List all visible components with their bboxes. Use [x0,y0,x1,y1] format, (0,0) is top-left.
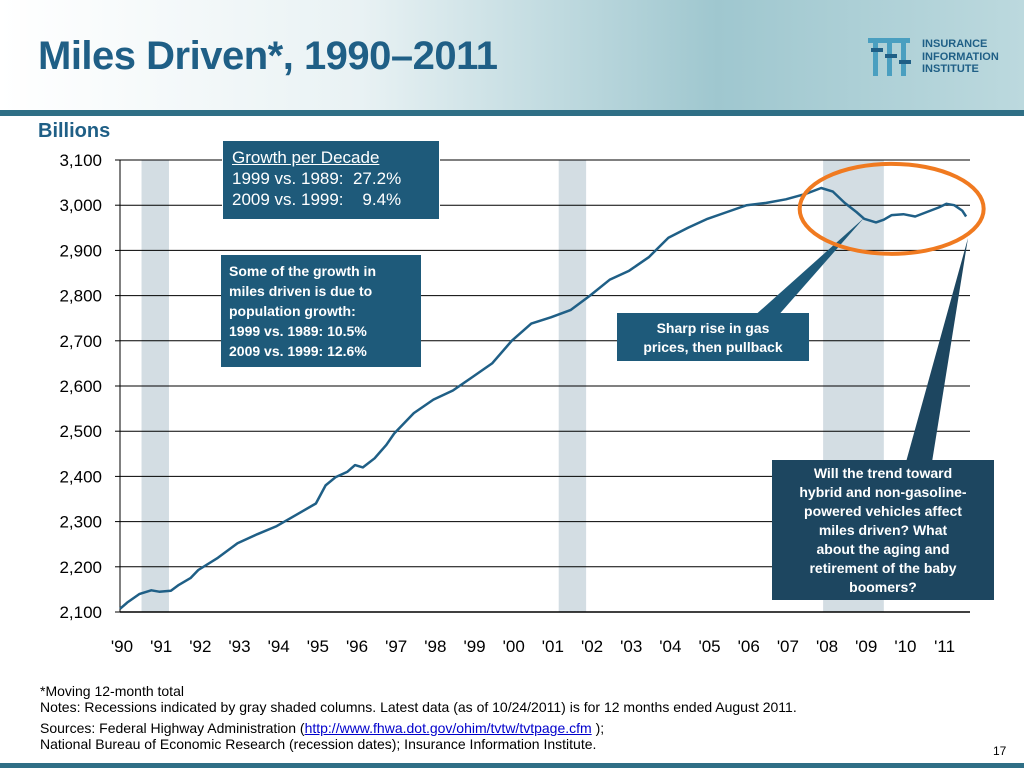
x-tick-label: '92 [189,637,211,656]
gas-prices-box: Sharp rise in gas prices, then pullback [617,313,809,361]
x-tick-label: '06 [738,637,760,656]
y-tick-label: 2,500 [59,422,102,441]
y-tick-label: 2,600 [59,377,102,396]
fhwa-link[interactable]: http://www.fhwa.dot.gov/ohim/tvtw/tvtpag… [304,720,592,736]
growth-box-title: Growth per Decade [232,148,380,167]
footnote-nber: National Bureau of Economic Research (re… [40,736,597,752]
sources-suffix: ); [591,720,605,736]
y-tick-label: 2,800 [59,287,102,306]
y-tick-label: 3,000 [59,196,102,215]
gas-box-line: Sharp rise in gas [656,320,770,336]
growth-box-line: 1999 vs. 1989: 27.2% [232,169,402,188]
footnote-moving-total: *Moving 12-month total [40,683,184,699]
x-tick-label: '01 [542,637,564,656]
logo-text: INSURANCE INFORMATION INSTITUTE [922,38,999,76]
y-tick-label: 2,700 [59,332,102,351]
logo-line: INFORMATION [922,50,999,63]
x-tick-label: '94 [268,637,290,656]
x-tick-label: '91 [150,637,172,656]
logo-line: INSURANCE [922,38,988,50]
gas-box-line: prices, then pullback [643,339,783,355]
hybrid-box-line: about the aging and [816,541,950,557]
y-tick-label: 2,100 [59,603,102,622]
footnotes: *Moving 12-month total Notes: Recessions… [40,683,797,752]
population-box-line: population growth: [229,303,356,319]
hybrid-box-line: powered vehicles affect [804,503,962,519]
x-tick-label: '90 [111,637,133,656]
population-box-line: miles driven is due to [229,283,373,299]
page-title: Miles Driven*, 1990–2011 [38,34,498,78]
y-axis-label: Billions [38,120,111,142]
hybrid-box-line: Will the trend toward [813,465,953,481]
miles-driven-line [119,186,968,610]
y-tick-label: 2,300 [59,513,102,532]
population-growth-box: Some of the growth in miles driven is du… [221,255,421,367]
population-box-line: 2009 vs. 1999: 12.6% [229,343,367,359]
growth-per-decade-box: Growth per Decade 1999 vs. 1989: 27.2% 2… [222,140,440,220]
footnote-sources: Sources: Federal Highway Administration … [40,720,797,736]
x-tick-label: '09 [855,637,877,656]
x-tick-label: '05 [698,637,720,656]
header-band [0,0,1024,112]
hybrid-callout-pointer [906,238,968,462]
x-tick-label: '95 [307,637,329,656]
page-number: 17 [993,744,1007,758]
x-tick-label: '97 [385,637,407,656]
y-tick-label: 3,100 [59,151,102,170]
y-tick-label: 2,900 [59,241,102,260]
x-tick-label: '96 [346,637,368,656]
population-box-line: 1999 vs. 1989: 10.5% [229,323,367,339]
sources-prefix: Sources: Federal Highway Administration … [40,720,305,736]
hybrid-box-line: boomers? [849,579,917,595]
highlight-ellipse [797,161,986,256]
footer-divider [0,763,1024,768]
x-tick-label: '08 [816,637,838,656]
hybrid-question-box: Will the trend toward hybrid and non-gas… [772,460,994,600]
footnote-recessions: Notes: Recessions indicated by gray shad… [40,699,797,715]
x-tick-label: '07 [777,637,799,656]
hybrid-box-line: miles driven? What [818,522,948,538]
x-tick-label: '11 [934,637,955,656]
x-tick-label: '03 [620,637,642,656]
x-tick-label: '04 [659,637,681,656]
x-tick-label: '00 [503,637,525,656]
x-tick-label: '98 [424,637,446,656]
x-tick-label: '99 [463,637,485,656]
logo-line: INSTITUTE [922,63,979,75]
growth-box-line: 2009 vs. 1999: 9.4% [232,190,402,209]
header-divider [0,110,1024,116]
y-tick-label: 2,200 [59,558,102,577]
iii-logo-icon [868,38,911,76]
hybrid-box-line: retirement of the baby [809,560,957,576]
y-tick-label: 2,400 [59,467,102,486]
population-box-line: Some of the growth in [229,263,376,279]
hybrid-box-line: hybrid and non-gasoline- [799,484,967,500]
x-tick-label: '93 [228,637,250,656]
x-tick-label: '10 [894,637,916,656]
x-tick-label: '02 [581,637,603,656]
